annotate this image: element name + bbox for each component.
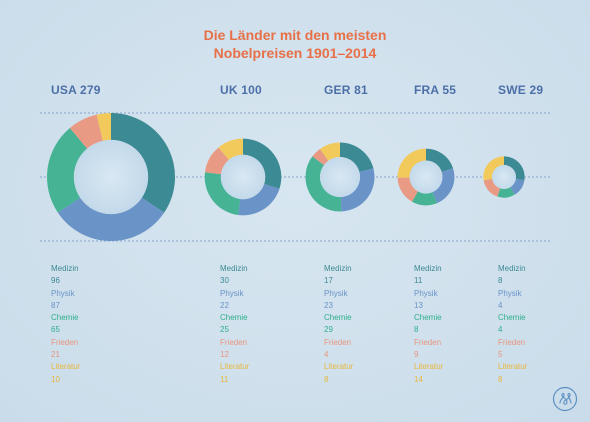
stat-label-literatur: Literatur xyxy=(324,362,354,372)
stat-label-frieden: Frieden xyxy=(220,337,248,347)
stat-value-chemie: 25 xyxy=(220,325,229,335)
chart-title-line2: Nobelpreisen 1901–2014 xyxy=(213,45,377,61)
stat-label-frieden: Frieden xyxy=(51,337,79,347)
stat-value-medizin: 96 xyxy=(51,276,60,286)
stats-usa: Medizin 96 Physik 87 Chemie 65 Frieden 2… xyxy=(51,263,80,386)
stat-label-medizin: Medizin xyxy=(414,264,442,273)
stat-label-physik: Physik xyxy=(498,288,522,298)
donut-hole-fra xyxy=(409,160,443,194)
donut-slice-usa-frieden xyxy=(69,114,103,149)
stat-value-chemie: 65 xyxy=(51,325,60,335)
donut-hole-uk xyxy=(220,154,266,200)
stats-uk: Medizin 30 Physik 22 Chemie 25 Frieden 1… xyxy=(220,263,249,386)
donut-slice-swe-literatur xyxy=(483,156,504,181)
stat-value-literatur: 11 xyxy=(220,374,229,384)
country-header-swe: SWE 29 xyxy=(498,83,544,97)
stat-label-physik: Physik xyxy=(220,288,244,298)
stat-value-medizin: 11 xyxy=(414,276,423,286)
donut-slice-usa-literatur xyxy=(96,113,111,141)
donut-hole-ger xyxy=(319,156,361,198)
stat-value-chemie: 29 xyxy=(324,325,333,335)
donut-slice-uk-literatur xyxy=(218,138,243,160)
country-header-usa: USA 279 xyxy=(51,83,101,97)
donut-slice-usa-medizin xyxy=(111,113,175,213)
donut-slice-swe-chemie xyxy=(497,187,515,198)
donut-slice-swe-frieden xyxy=(483,178,501,197)
stat-value-frieden: 4 xyxy=(324,350,329,360)
stat-label-medizin: Medizin xyxy=(220,264,248,273)
donut-slice-ger-medizin xyxy=(340,142,374,173)
donut-hole-swe xyxy=(492,165,516,189)
stat-value-medizin: 17 xyxy=(324,276,333,286)
stat-value-frieden: 5 xyxy=(498,350,503,360)
stat-value-literatur: 8 xyxy=(324,374,329,384)
donut-slice-ger-literatur xyxy=(319,142,340,161)
stat-label-physik: Physik xyxy=(324,288,348,298)
chart-title-line1: Die Länder mit den meisten xyxy=(203,27,387,43)
country-header-fra: FRA 55 xyxy=(414,83,457,97)
donut-slice-swe-physik xyxy=(510,178,525,195)
stat-value-physik: 4 xyxy=(498,300,503,310)
donut-slice-fra-medizin xyxy=(426,148,454,172)
stat-label-chemie: Chemie xyxy=(220,313,248,323)
country-header-uk: UK 100 xyxy=(220,83,262,97)
donut-slice-ger-chemie xyxy=(305,156,342,212)
stat-value-literatur: 10 xyxy=(51,374,60,384)
donut-slice-ger-physik xyxy=(340,168,375,212)
donut-slice-uk-chemie xyxy=(204,172,241,216)
stats-fra: Medizin 11 Physik 13 Chemie 8 Frieden 9 … xyxy=(414,263,443,386)
donut-slice-uk-physik xyxy=(238,183,280,216)
donut-hole-usa xyxy=(73,139,149,215)
stat-value-physik: 13 xyxy=(414,300,423,310)
stat-label-frieden: Frieden xyxy=(324,337,352,347)
brand-logo-icon xyxy=(552,386,578,412)
stat-label-chemie: Chemie xyxy=(414,313,442,323)
stat-label-literatur: Literatur xyxy=(51,362,81,372)
stat-value-physik: 23 xyxy=(324,300,333,310)
stat-label-physik: Physik xyxy=(51,288,75,298)
donut-slice-usa-chemie xyxy=(47,127,88,213)
stats-swe: Medizin 8 Physik 4 Chemie 4 Frieden 5 Li… xyxy=(498,263,527,386)
stat-label-chemie: Chemie xyxy=(324,313,352,323)
stat-label-medizin: Medizin xyxy=(498,264,526,273)
donut-slice-uk-medizin xyxy=(243,138,282,189)
donut-slice-fra-chemie xyxy=(412,191,438,206)
donut-slice-fra-physik xyxy=(432,168,455,204)
stat-label-literatur: Literatur xyxy=(414,362,444,372)
stat-label-chemie: Chemie xyxy=(498,313,526,323)
stat-value-medizin: 30 xyxy=(220,276,229,286)
donut-slice-uk-frieden xyxy=(204,147,229,175)
donut-slice-fra-literatur xyxy=(397,148,426,178)
stat-value-literatur: 14 xyxy=(414,374,423,384)
stat-label-frieden: Frieden xyxy=(414,337,442,347)
stat-value-medizin: 8 xyxy=(498,276,503,286)
stat-label-medizin: Medizin xyxy=(324,264,352,273)
stat-value-physik: 87 xyxy=(51,300,60,310)
stat-value-frieden: 21 xyxy=(51,350,60,360)
stat-label-medizin: Medizin xyxy=(51,264,79,273)
stat-value-frieden: 12 xyxy=(220,350,229,360)
donut-slice-usa-physik xyxy=(57,197,165,241)
stat-value-chemie: 4 xyxy=(498,325,503,335)
donut-slice-swe-medizin xyxy=(504,156,525,181)
stat-label-literatur: Literatur xyxy=(220,362,250,372)
stat-label-literatur: Literatur xyxy=(498,362,528,372)
stat-label-physik: Physik xyxy=(414,288,438,298)
donut-slice-fra-frieden xyxy=(397,177,418,202)
country-header-ger: GER 81 xyxy=(324,83,368,97)
stats-ger: Medizin 17 Physik 23 Chemie 29 Frieden 4… xyxy=(324,263,353,386)
stat-value-chemie: 8 xyxy=(414,325,419,335)
stat-value-frieden: 9 xyxy=(414,350,419,360)
stat-label-frieden: Frieden xyxy=(498,337,526,347)
donut-slice-ger-frieden xyxy=(312,148,329,166)
stat-label-chemie: Chemie xyxy=(51,313,79,323)
stat-value-literatur: 8 xyxy=(498,374,503,384)
stat-value-physik: 22 xyxy=(220,300,229,310)
